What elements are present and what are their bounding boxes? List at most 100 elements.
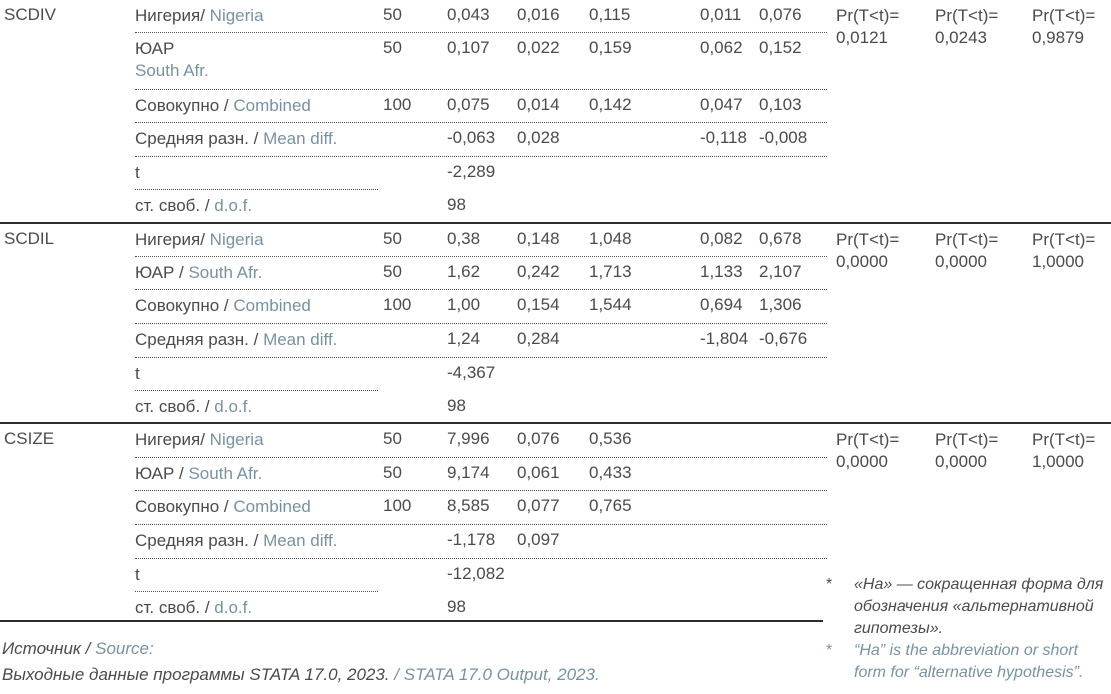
cell-mean: 1,24 — [447, 329, 481, 348]
cell-obs: 50 — [383, 429, 402, 448]
row-label: t — [135, 559, 378, 592]
row-label-ru: ст. своб. / — [135, 598, 210, 617]
table-row: ст. своб. / d.o.f. 98 — [135, 190, 827, 222]
variable-name: SCDIL — [4, 229, 55, 248]
cell-mean: 0,043 — [447, 5, 490, 24]
block-rows: Нигерия/ Nigeria 50 0,043 0,016 0,115 0,011 0,… — [135, 0, 827, 222]
cell-std-dev: 0,433 — [589, 463, 632, 482]
row-label-ru: ЮАР / — [135, 464, 184, 483]
variable-name: SCDIV — [4, 5, 56, 24]
row-values: 50 0,107 0,022 0,159 0,062 0,152 — [378, 33, 827, 89]
pr-label: Pr(T<t)= — [836, 230, 900, 249]
source-line-1: Источник / Source: — [2, 636, 600, 662]
cell-conf-low: 0,694 — [700, 295, 743, 314]
cell-conf-low: -1,804 — [700, 329, 749, 348]
pr-value: 0,0121 — [836, 28, 888, 47]
cell-mean: 1,00 — [447, 295, 481, 314]
row-label: Нигерия/ Nigeria — [135, 424, 378, 457]
row-label-en: Nigeria — [209, 6, 264, 25]
cell-std-dev: 0,159 — [589, 38, 632, 57]
cell-obs: 50 — [383, 463, 402, 482]
row-values: -2,289 — [378, 157, 827, 190]
cell-mean: 98 — [447, 195, 466, 214]
pr-value: 0,0243 — [935, 28, 987, 47]
footnote-en: * “Ha” is the abbreviation or short form… — [820, 640, 1106, 684]
row-label: Средняя разн. / Mean diff. — [135, 123, 378, 156]
cell-obs: 50 — [383, 38, 402, 57]
pr-value: 0,0000 — [935, 452, 987, 471]
cell-std-err: 0,148 — [517, 229, 560, 248]
table-bottom-rule — [0, 620, 823, 622]
row-label: ЮАР / South Afr. — [135, 257, 378, 289]
row-label-ru: ЮАР / — [135, 263, 184, 282]
row-label: ст. своб. / d.o.f. — [135, 190, 378, 222]
row-label: Нигерия/ Nigeria — [135, 0, 378, 32]
pr-value: 0,0000 — [836, 252, 888, 271]
cell-conf-high: 0,152 — [759, 38, 802, 57]
table-block-scdil: SCDIL Нигерия/ Nigeria 50 0,38 0,148 1,048 0,0… — [0, 224, 1111, 424]
table-block-csize: CSIZE Нигерия/ Nigeria 50 7,996 0,076 0,536 ЮА… — [0, 424, 1111, 622]
row-label-ru: Совокупно / — [135, 497, 229, 516]
row-label-ru: ст. своб. / — [135, 397, 210, 416]
cell-mean: 8,585 — [447, 496, 490, 515]
pr-value: 0,0000 — [935, 252, 987, 271]
cell-mean: 98 — [447, 597, 466, 616]
table-row: Нигерия/ Nigeria 50 0,043 0,016 0,115 0,011 0,… — [135, 0, 827, 33]
cell-mean: 98 — [447, 396, 466, 415]
pr-label: Pr(T<t)= — [935, 430, 999, 449]
row-label-en: Combined — [233, 296, 311, 315]
pr-value: 0,0000 — [836, 452, 888, 471]
cell-obs: 100 — [383, 95, 412, 114]
row-label-ru: ст. своб. / — [135, 196, 210, 215]
footnote-asterisk: * — [826, 576, 833, 593]
table-row: t -12,082 — [135, 559, 827, 592]
row-label-ru: Нигерия/ — [135, 230, 205, 249]
cell-obs: 50 — [383, 5, 402, 24]
row-values: 50 7,996 0,076 0,536 — [378, 424, 827, 457]
row-values: 98 — [378, 391, 827, 422]
row-label-ru: ЮАР — [135, 39, 175, 58]
row-values: -0,063 0,028 -0,118 -0,008 — [378, 123, 827, 156]
pr-label: Pr(T<t)= — [935, 6, 999, 25]
cell-conf-low: 0,047 — [700, 95, 743, 114]
row-values: -4,367 — [378, 358, 827, 391]
variable-name: CSIZE — [4, 429, 55, 448]
cell-mean: 7,996 — [447, 429, 490, 448]
row-values: 100 1,00 0,154 1,544 0,694 1,306 — [378, 290, 827, 323]
table-row: ЮАР / South Afr. 50 1,62 0,242 1,713 1,133 2,1… — [135, 257, 827, 290]
cell-mean: -2,289 — [447, 162, 496, 181]
cell-std-err: 0,097 — [517, 530, 560, 549]
row-label-en: Mean diff. — [263, 330, 338, 349]
row-label-en: Nigeria — [209, 430, 264, 449]
pr-cell: Pr(T<t)= 0,0243 — [935, 5, 1035, 49]
cell-std-err: 0,014 — [517, 95, 560, 114]
table-row: t -4,367 — [135, 358, 827, 391]
row-label: ст. своб. / d.o.f. — [135, 391, 378, 422]
cell-conf-low: 0,011 — [700, 5, 742, 24]
row-label: t — [135, 157, 378, 190]
row-values: 50 1,62 0,242 1,713 1,133 2,107 — [378, 257, 827, 289]
cell-std-err: 0,022 — [517, 38, 560, 57]
row-label: t — [135, 358, 378, 391]
table-row: ЮАР / South Afr. 50 9,174 0,061 0,433 — [135, 458, 827, 491]
row-values: 98 — [378, 592, 827, 622]
footnote-asterisk: * — [826, 642, 833, 659]
table-row: Средняя разн. / Mean diff. -1,178 0,097 — [135, 525, 827, 559]
row-label: ЮАР South Afr. — [135, 33, 378, 89]
cell-conf-high: 2,107 — [759, 262, 802, 281]
cell-conf-low: -0,118 — [700, 128, 747, 147]
source-note: Источник / Source: Выходные данные прогр… — [2, 636, 600, 688]
row-label-ru: Совокупно / — [135, 296, 229, 315]
table-row: ЮАР South Afr. 50 0,107 0,022 0,159 0,062 0,15… — [135, 33, 827, 90]
row-label-en: Nigeria — [209, 230, 264, 249]
table-row: Совокупно / Combined 100 1,00 0,154 1,544 0,6… — [135, 290, 827, 324]
footnote-text-en: “Ha” is the abbreviation or short form f… — [854, 642, 1084, 681]
pr-label: Pr(T<t)= — [836, 6, 900, 25]
pr-cell: Pr(T<t)= 0,0000 — [836, 229, 936, 273]
pr-label: Pr(T<t)= — [1032, 6, 1096, 25]
row-label-ru: Средняя разн. / — [135, 129, 259, 148]
row-label: Совокупно / Combined — [135, 90, 378, 122]
cell-conf-low: 1,133 — [700, 262, 743, 281]
cell-std-dev: 1,544 — [589, 295, 632, 314]
cell-conf-high: 1,306 — [759, 295, 802, 314]
